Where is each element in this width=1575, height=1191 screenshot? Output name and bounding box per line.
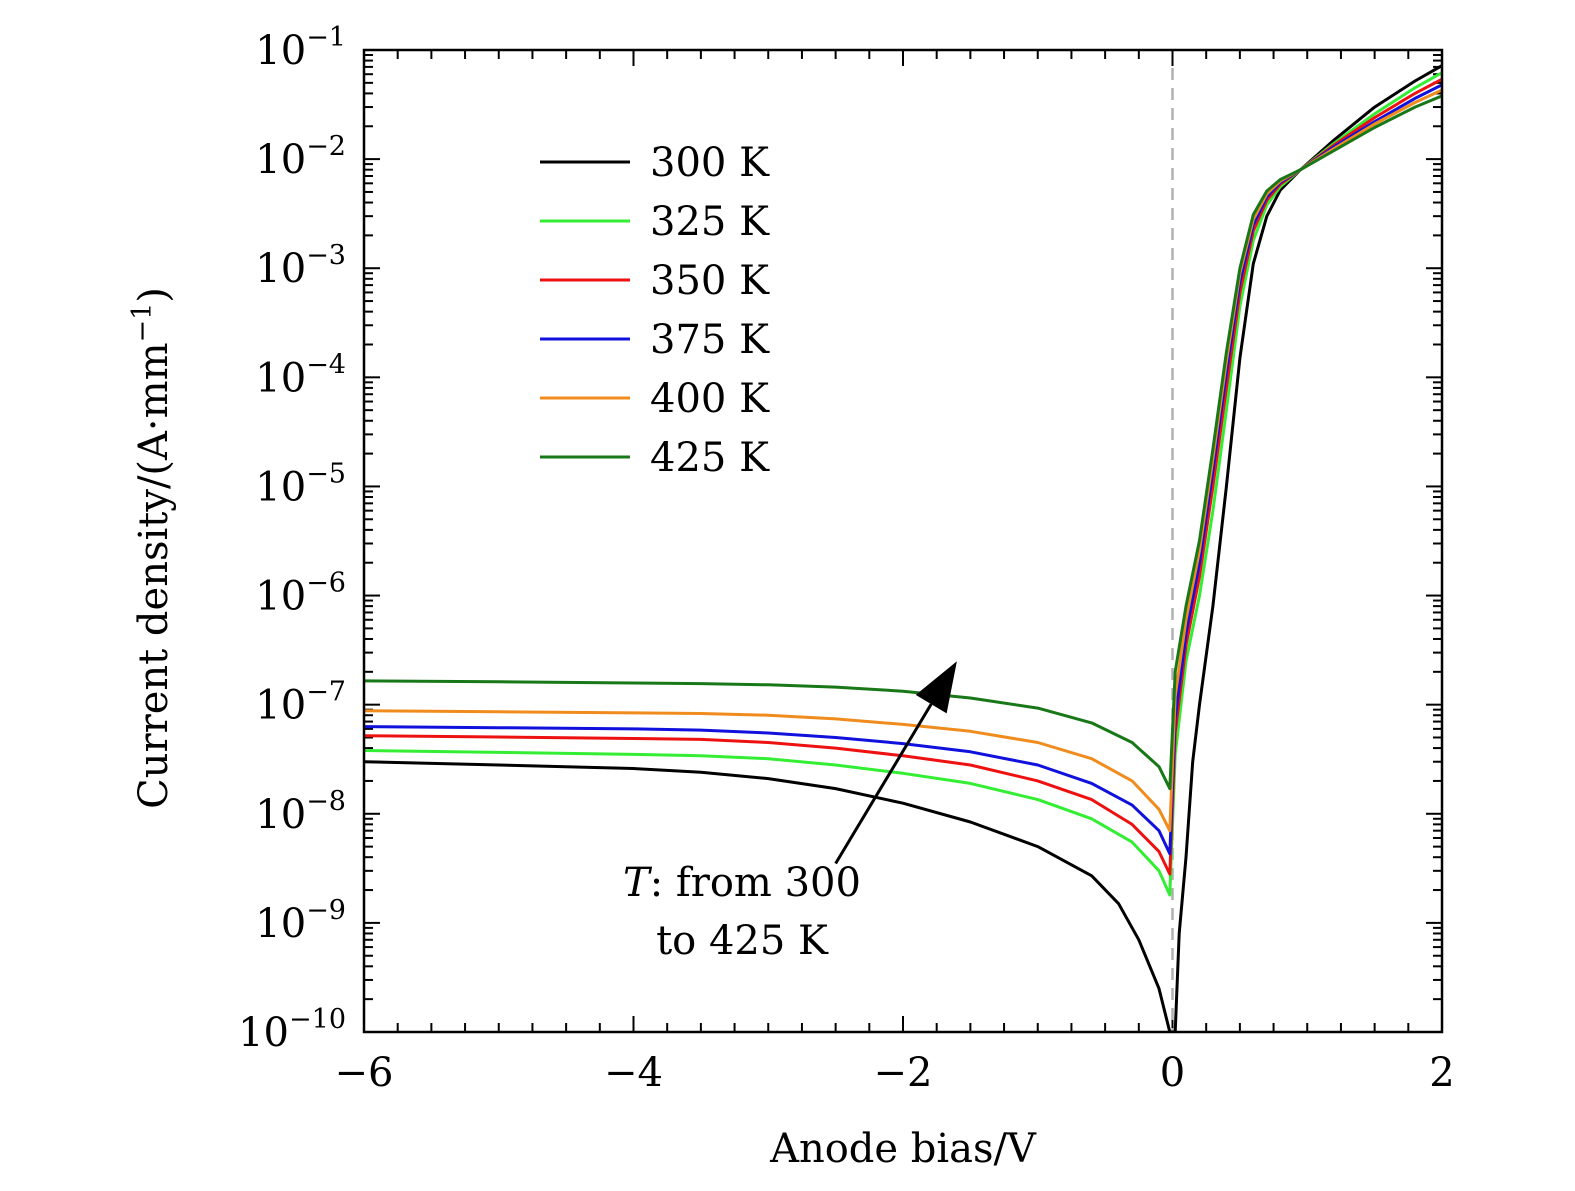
y-tick-label: 10−5 [255, 458, 346, 510]
temperature-trend-arrow [834, 703, 933, 865]
y-tick-label: 10−6 [255, 568, 346, 620]
legend-label-2: 350 K [650, 258, 770, 304]
y-tick-base: 10 [238, 1010, 289, 1056]
y-tick-base: 10 [255, 246, 306, 292]
y-tick-exponent: −10 [289, 1004, 346, 1035]
x-tick-label: −2 [874, 1050, 933, 1096]
legend-label-4: 400 K [650, 376, 770, 422]
series-line-2 [364, 77, 1442, 876]
series-line-4 [364, 88, 1442, 833]
legend-label-5: 425 K [650, 435, 770, 481]
y-tick-label: 10−10 [238, 1004, 346, 1056]
y-tick-base: 10 [255, 901, 306, 947]
temperature-trend-arrowhead [915, 661, 957, 714]
x-axis-label: Anode bias/V [769, 1126, 1037, 1172]
y-tick-exponent: −2 [306, 131, 346, 162]
y-tick-exponent: −4 [306, 349, 346, 380]
y-tick-exponent: −1 [306, 22, 346, 53]
series-lines [364, 64, 1442, 1032]
series-line-5 [364, 94, 1442, 791]
y-tick-exponent: −7 [306, 677, 346, 708]
y-tick-label: 10−3 [255, 240, 346, 292]
y-tick-base: 10 [255, 792, 306, 838]
y-axis-label-close: ) [131, 287, 177, 303]
y-tick-label: 10−8 [255, 786, 346, 838]
y-tick-exponent: −6 [306, 568, 346, 599]
y-tick-labels: 10−110−210−310−410−510−610−710−810−910−1… [238, 22, 346, 1056]
y-axis-label-sup: −1 [127, 303, 158, 343]
axis-ticks [363, 50, 1443, 1033]
y-tick-base: 10 [255, 355, 306, 401]
y-tick-label: 10−4 [255, 349, 346, 401]
y-tick-exponent: −3 [306, 240, 346, 271]
legend: 300 K 325 K 350 K 375 K 400 K 425 K [540, 140, 770, 481]
y-tick-base: 10 [255, 574, 306, 620]
annotation-line-1: T: from 300 [623, 860, 861, 906]
y-tick-exponent: −8 [306, 786, 346, 817]
legend-label-3: 375 K [650, 317, 770, 363]
y-tick-label: 10−1 [255, 22, 346, 74]
series-line-1 [364, 71, 1442, 897]
x-tick-label: −6 [335, 1050, 394, 1096]
x-tick-labels: −6 −4 −2 0 2 [335, 1050, 1455, 1096]
annotation-line-1-rest: : from 300 [650, 860, 861, 906]
x-tick-label: 2 [1429, 1050, 1454, 1096]
y-tick-exponent: −9 [306, 895, 346, 926]
legend-label-1: 325 K [650, 199, 770, 245]
y-tick-exponent: −5 [306, 458, 346, 489]
y-tick-base: 10 [255, 464, 306, 510]
x-tick-label: 0 [1160, 1050, 1185, 1096]
y-tick-label: 10−9 [255, 895, 346, 947]
annotation-italic-t: T [623, 860, 653, 906]
y-tick-base: 10 [255, 137, 306, 183]
legend-label-0: 300 K [650, 140, 770, 186]
x-tick-label: −4 [604, 1050, 663, 1096]
series-line-0 [364, 64, 1442, 1032]
annotation-line-2: to 425 K [656, 918, 829, 964]
y-tick-label: 10−2 [255, 131, 346, 183]
y-axis-label: Current density/(A·mm−1) [127, 287, 177, 809]
y-tick-base: 10 [255, 28, 306, 74]
plot-frame [362, 48, 1444, 1034]
y-axis-label-text: Current density/(A·mm [131, 343, 177, 809]
y-tick-label: 10−7 [255, 677, 346, 729]
y-tick-base: 10 [255, 683, 306, 729]
